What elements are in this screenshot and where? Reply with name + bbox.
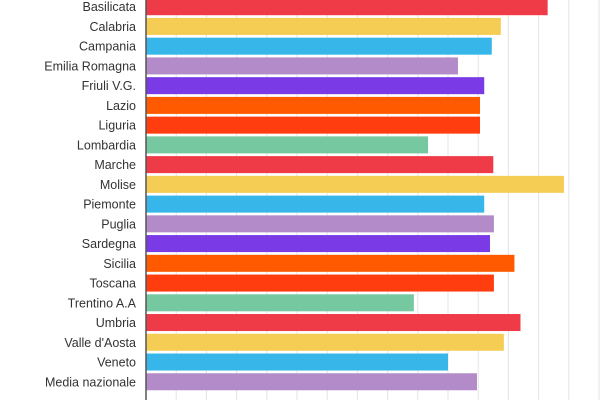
bar <box>146 333 504 351</box>
category-label: Umbria <box>96 316 136 330</box>
bar <box>146 215 494 233</box>
category-label: Sardegna <box>82 237 136 251</box>
category-label: Lazio <box>106 99 136 113</box>
bar <box>146 175 564 193</box>
bar <box>146 195 485 213</box>
bar <box>146 235 490 253</box>
bar <box>146 116 481 134</box>
bar <box>146 0 548 16</box>
category-label: Veneto <box>97 356 136 370</box>
bar <box>146 156 494 174</box>
bar <box>146 37 492 55</box>
bar <box>146 353 448 371</box>
bar <box>146 274 494 292</box>
category-label: Toscana <box>89 277 136 291</box>
category-label: Molise <box>100 178 136 192</box>
bar <box>146 314 521 332</box>
bar <box>146 17 501 35</box>
bar <box>146 136 429 154</box>
bar <box>146 77 485 95</box>
category-label: Emilia Romagna <box>44 59 136 73</box>
bar <box>146 254 515 272</box>
bar <box>146 96 481 114</box>
bar <box>146 294 414 312</box>
category-label: Trentino A.A <box>68 296 137 310</box>
category-label: Valle d'Aosta <box>64 336 136 350</box>
category-label: Sicilia <box>103 257 136 271</box>
category-label: Lombardia <box>77 138 136 152</box>
category-label: Piemonte <box>83 198 136 212</box>
bar <box>146 57 458 75</box>
category-label: Puglia <box>101 217 136 231</box>
category-label: Campania <box>79 40 136 54</box>
category-label: Marche <box>94 158 136 172</box>
category-label: Friuli V.G. <box>82 79 136 93</box>
category-label: Calabria <box>89 20 136 34</box>
bar <box>146 373 477 391</box>
category-label: Media nazionale <box>45 375 136 389</box>
category-label: Liguria <box>98 119 136 133</box>
category-label: Basilicata <box>83 0 137 14</box>
